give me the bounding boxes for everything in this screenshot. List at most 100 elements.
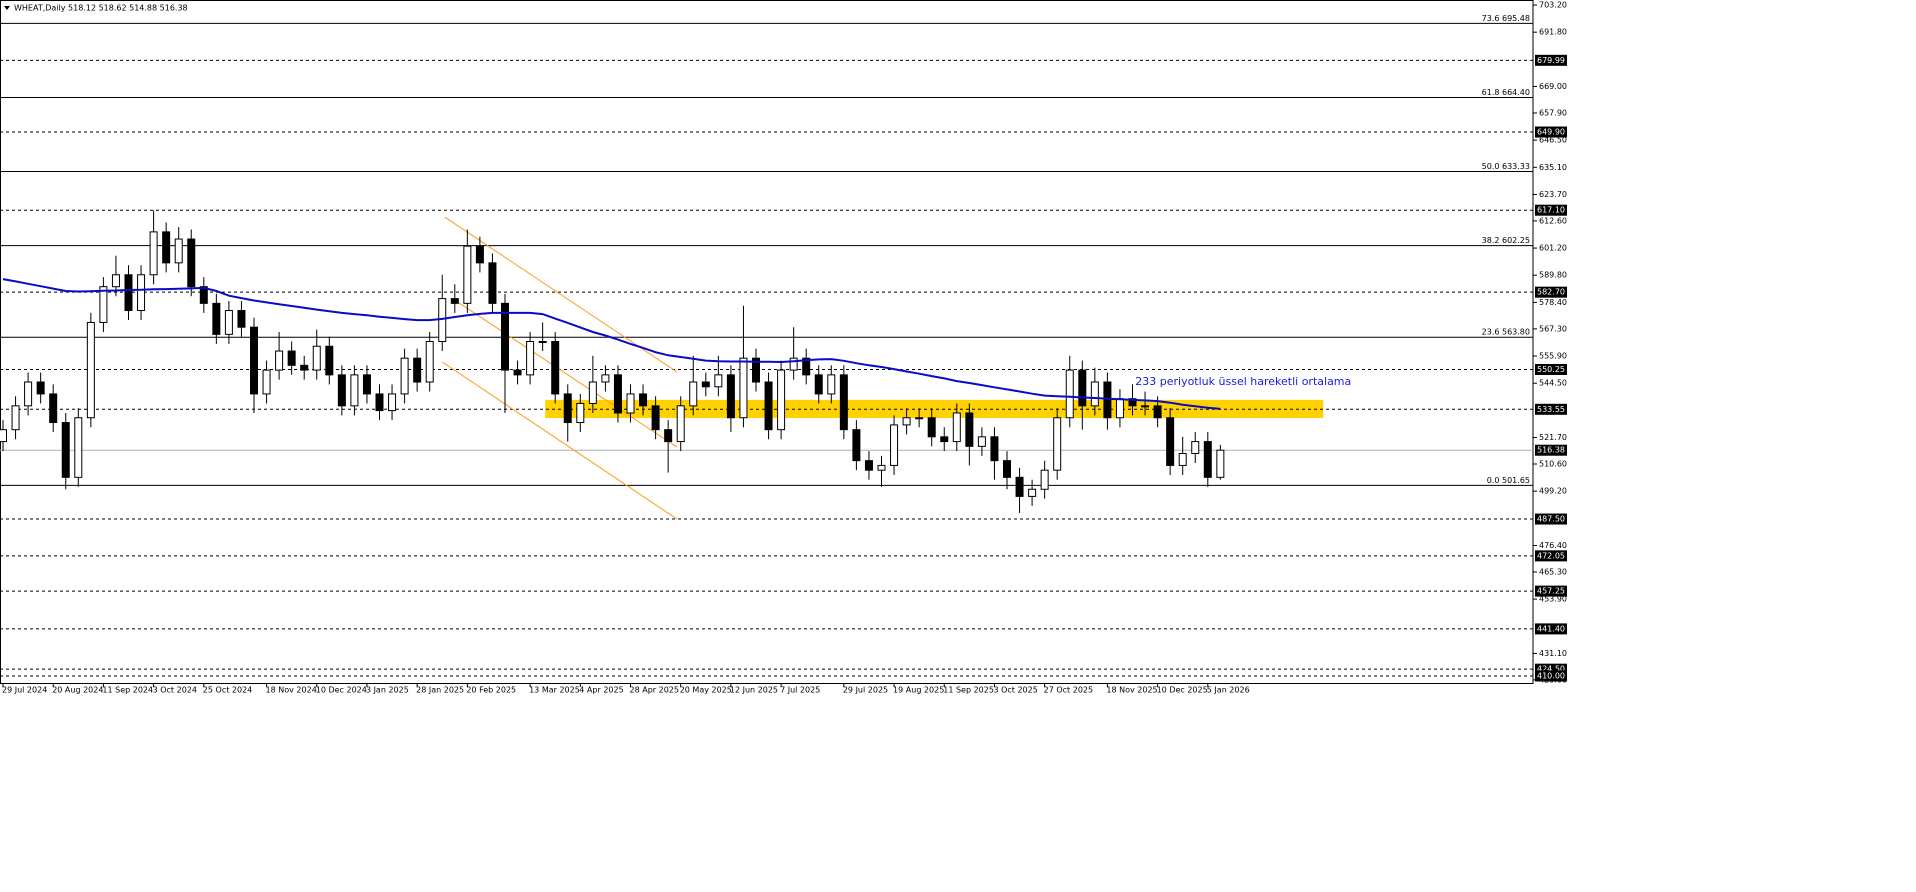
- candle-body: [689, 381, 698, 407]
- candle-body: [450, 298, 459, 304]
- current-price-box: [1535, 444, 1567, 456]
- level-box: [1535, 663, 1567, 675]
- level-box: [1535, 126, 1567, 138]
- candle-body: [927, 417, 936, 438]
- level-label: 457.25: [1537, 587, 1565, 596]
- candle-body: [827, 374, 836, 395]
- y-tick-label: 646.50: [1539, 136, 1567, 145]
- candle-body: [538, 341, 547, 343]
- candle-body: [1053, 417, 1062, 471]
- title-marker: [4, 6, 10, 10]
- candle-body: [111, 274, 120, 288]
- candle-body: [463, 245, 472, 304]
- trend-line: [454, 299, 678, 448]
- level-box: [1535, 286, 1567, 298]
- candle-body: [212, 302, 221, 335]
- candle-body: [890, 424, 899, 466]
- x-tick-label: 3 Oct 2025: [993, 686, 1037, 695]
- x-tick-label: 18 Nov 2025: [1106, 686, 1157, 695]
- y-tick-label: 544.50: [1539, 379, 1567, 388]
- y-tick-label: 465.30: [1539, 567, 1567, 576]
- candle-body: [977, 436, 986, 447]
- candle-body: [563, 393, 572, 424]
- candle-body: [915, 417, 924, 420]
- candle-body: [350, 374, 359, 407]
- candle-body: [1153, 405, 1162, 419]
- candle-body: [375, 393, 384, 412]
- y-tick-label: 578.40: [1539, 298, 1567, 307]
- candle-body: [1065, 369, 1074, 419]
- chart-title: WHEAT,Daily 518.12 518.62 514.88 516.38: [14, 4, 188, 13]
- y-tick-label: 499.20: [1539, 487, 1567, 496]
- level-label: 679.99: [1537, 56, 1565, 65]
- level-box: [1535, 403, 1567, 415]
- candle-body: [413, 357, 422, 383]
- fib-label: 23.6 563.80: [1482, 328, 1530, 337]
- x-tick-label: 19 Aug 2025: [893, 686, 944, 695]
- candle-body: [601, 374, 610, 383]
- fib-label: 0.0 501.65: [1487, 476, 1530, 485]
- level-label: 424.50: [1537, 665, 1565, 674]
- candle-body: [802, 357, 811, 376]
- x-tick-label: 28 Jan 2025: [416, 686, 464, 695]
- x-tick-label: 18 Nov 2024: [266, 686, 317, 695]
- level-label: 533.55: [1537, 405, 1565, 414]
- x-tick-label: 10 Dec 2024: [316, 686, 367, 695]
- y-tick-label: 623.70: [1539, 190, 1567, 199]
- x-tick-label: 11 Sep 2024: [102, 686, 153, 695]
- level-box: [1535, 204, 1567, 216]
- candle-body: [1028, 488, 1037, 497]
- candle-body: [852, 429, 861, 462]
- y-tick-label: 612.60: [1539, 216, 1567, 225]
- x-tick-label: 20 Aug 2024: [52, 686, 103, 695]
- candle-body: [501, 302, 509, 371]
- level-label: 649.90: [1537, 128, 1565, 137]
- candle-body: [839, 374, 848, 431]
- candle-body: [752, 357, 760, 383]
- candle-body: [651, 405, 660, 431]
- candle-body: [1090, 381, 1099, 407]
- fib-label: 61.8 664.40: [1482, 88, 1530, 97]
- candle-body: [49, 393, 58, 424]
- candle-body: [174, 238, 183, 264]
- candle-body: [940, 436, 949, 443]
- x-tick-label: 12 Jun 2025: [730, 686, 778, 695]
- x-tick-label: 10 Dec 2025: [1157, 686, 1208, 695]
- level-box: [1535, 585, 1567, 597]
- candle-body: [1178, 453, 1187, 466]
- level-label: 487.50: [1537, 515, 1565, 524]
- candle-body: [312, 345, 321, 371]
- x-tick-label: 20 Feb 2025: [466, 686, 516, 695]
- y-tick-label: 555.90: [1539, 352, 1567, 361]
- candle-body: [86, 321, 95, 419]
- candle-body: [1166, 417, 1175, 466]
- candle-body: [526, 341, 535, 376]
- x-tick-label: 29 Jul 2025: [843, 686, 888, 695]
- level-box: [1535, 623, 1567, 635]
- candle-body: [1216, 449, 1225, 478]
- candle-body: [613, 374, 622, 414]
- candle-body: [250, 326, 258, 395]
- candle-body: [74, 417, 83, 478]
- x-tick-label: 5 Jan 2026: [1207, 686, 1250, 695]
- level-label: 617.10: [1537, 206, 1565, 215]
- candle-body: [626, 393, 635, 414]
- x-tick-label: 7 Jul 2025: [780, 686, 820, 695]
- level-label: 410.00: [1537, 672, 1565, 681]
- level-box: [1535, 54, 1567, 66]
- y-tick-label: 703.20: [1539, 1, 1567, 10]
- level-box: [1535, 513, 1567, 525]
- y-tick-label: 669.00: [1539, 82, 1567, 91]
- trend-line: [441, 361, 678, 520]
- candle-body: [36, 381, 45, 395]
- level-label: 472.05: [1537, 551, 1565, 560]
- candle-body: [777, 369, 786, 431]
- candle-body: [588, 381, 597, 404]
- candle-body: [24, 381, 33, 407]
- candle-body: [739, 357, 748, 419]
- candle-body: [262, 369, 271, 395]
- candle-body: [701, 381, 710, 388]
- candle-body: [149, 231, 158, 276]
- level-box: [1535, 670, 1567, 682]
